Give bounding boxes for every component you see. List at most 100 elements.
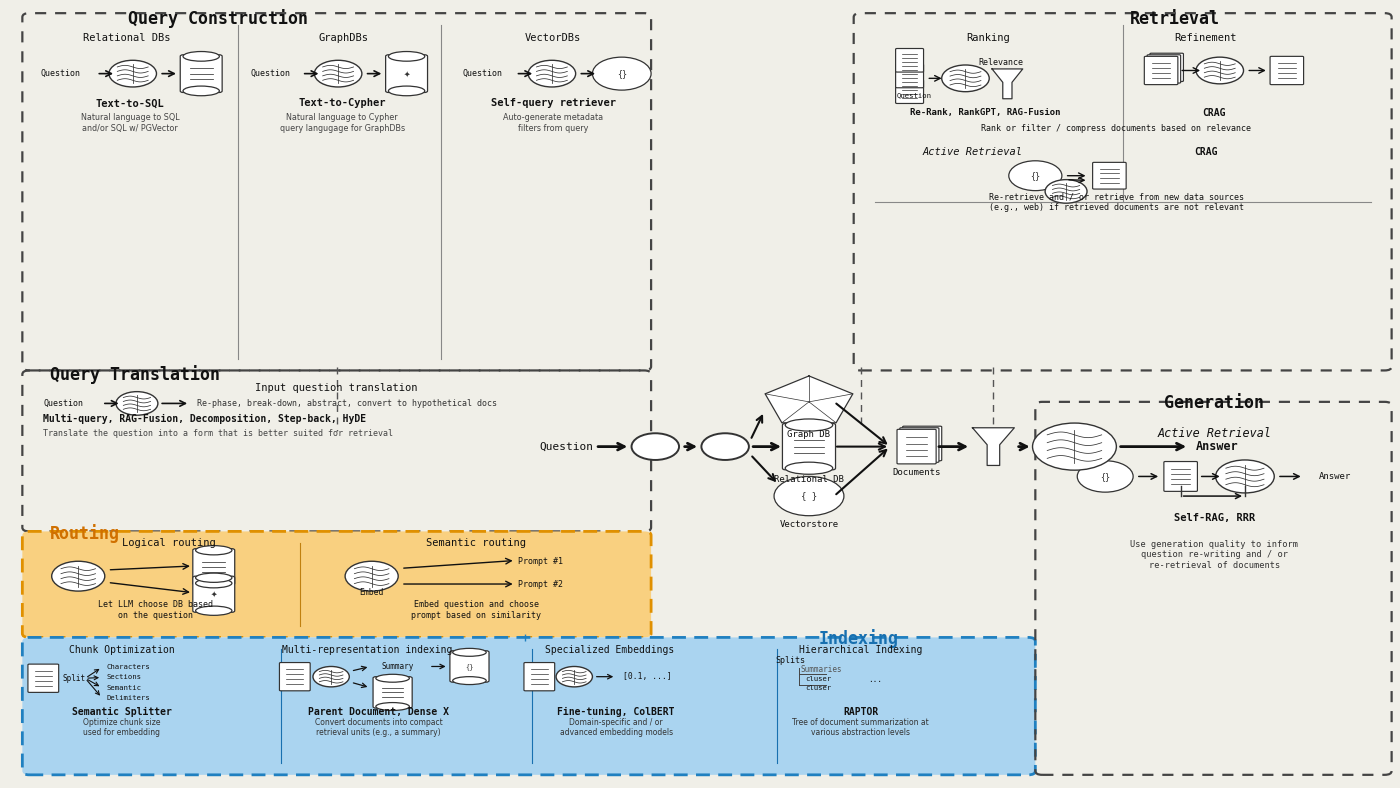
Text: Re-Rank, RankGPT, RAG-Fusion: Re-Rank, RankGPT, RAG-Fusion (910, 109, 1060, 117)
Text: Summary: Summary (381, 662, 414, 671)
FancyBboxPatch shape (385, 55, 427, 92)
Text: Question: Question (462, 69, 503, 78)
Text: Semantic Splitter: Semantic Splitter (71, 707, 171, 717)
Circle shape (109, 60, 157, 87)
Ellipse shape (785, 419, 833, 431)
Text: RAPTOR: RAPTOR (843, 707, 878, 717)
FancyBboxPatch shape (1163, 462, 1197, 492)
Text: Vectorstore: Vectorstore (780, 520, 839, 529)
Circle shape (52, 561, 105, 591)
Ellipse shape (183, 51, 220, 61)
Text: ✦: ✦ (210, 589, 217, 599)
Ellipse shape (196, 606, 232, 615)
Circle shape (942, 65, 990, 91)
Circle shape (528, 60, 575, 87)
Text: Translate the question into a form that is better suited for retrieval: Translate the question into a form that … (43, 429, 393, 438)
Text: Relational DB: Relational DB (774, 475, 844, 484)
Circle shape (701, 433, 749, 460)
Text: {}: {} (1100, 472, 1110, 481)
Ellipse shape (196, 545, 232, 555)
Text: ...: ... (868, 675, 882, 683)
Text: Question: Question (43, 399, 84, 408)
FancyBboxPatch shape (1270, 57, 1303, 84)
Text: Natural language to SQL
and/or SQL w/ PGVector: Natural language to SQL and/or SQL w/ PG… (81, 113, 179, 133)
Text: Text-to-SQL: Text-to-SQL (95, 98, 164, 109)
Text: Question: Question (897, 92, 932, 98)
Text: Use generation quality to inform
question re-writing and / or
re-retrieval of do: Use generation quality to inform questio… (1130, 540, 1298, 570)
Text: Rank or filter / compress documents based on relevance: Rank or filter / compress documents base… (981, 124, 1252, 133)
Text: {}: {} (617, 69, 627, 78)
FancyBboxPatch shape (193, 576, 235, 612)
FancyBboxPatch shape (896, 80, 924, 103)
Text: Semantic: Semantic (106, 685, 141, 690)
Ellipse shape (375, 703, 409, 711)
Text: GraphDBs: GraphDBs (319, 33, 368, 43)
Ellipse shape (183, 86, 220, 95)
Text: Re-phase, break-down, abstract, convert to hypothetical docs: Re-phase, break-down, abstract, convert … (197, 399, 497, 408)
Circle shape (314, 667, 349, 687)
Text: Hierarchical Indexing: Hierarchical Indexing (799, 645, 923, 655)
Text: cluser: cluser (805, 676, 832, 682)
FancyBboxPatch shape (28, 664, 59, 693)
Polygon shape (973, 428, 1015, 466)
Text: Natural language to Cypher
query langugage for GraphDBs: Natural language to Cypher query languga… (280, 113, 405, 133)
Text: cluser: cluser (805, 686, 832, 691)
Text: Embed: Embed (360, 588, 384, 597)
Circle shape (592, 58, 651, 90)
Text: { }: { } (801, 492, 818, 500)
Text: Convert documents into compact
retrieval units (e.g., a summary): Convert documents into compact retrieval… (315, 718, 442, 738)
Ellipse shape (196, 573, 232, 582)
Text: Documents: Documents (892, 468, 941, 477)
Ellipse shape (388, 86, 424, 95)
Circle shape (1033, 423, 1116, 470)
FancyBboxPatch shape (896, 64, 924, 87)
Text: Parent Document, Dense X: Parent Document, Dense X (308, 707, 449, 717)
Text: Active Retrieval: Active Retrieval (1158, 427, 1271, 440)
Text: Sections: Sections (106, 675, 141, 681)
Text: Text-to-Cypher: Text-to-Cypher (298, 98, 386, 109)
Text: Relational DBs: Relational DBs (84, 33, 171, 43)
Text: Let LLM choose DB based
on the question: Let LLM choose DB based on the question (98, 600, 213, 619)
FancyBboxPatch shape (524, 663, 554, 691)
FancyBboxPatch shape (896, 49, 924, 72)
Circle shape (315, 60, 361, 87)
Text: Graph DB: Graph DB (787, 430, 830, 440)
FancyBboxPatch shape (1149, 54, 1183, 81)
FancyBboxPatch shape (897, 429, 937, 464)
Ellipse shape (196, 578, 232, 588)
FancyBboxPatch shape (22, 637, 1036, 775)
Text: Optimize chunk size
used for embedding: Optimize chunk size used for embedding (83, 718, 160, 738)
Circle shape (346, 561, 398, 591)
FancyBboxPatch shape (449, 651, 489, 682)
FancyBboxPatch shape (372, 677, 412, 708)
Text: Question: Question (41, 69, 81, 78)
Text: Summaries: Summaries (801, 665, 843, 674)
Text: Specialized Embeddings: Specialized Embeddings (545, 645, 673, 655)
FancyBboxPatch shape (1147, 55, 1180, 83)
FancyBboxPatch shape (22, 531, 651, 637)
Text: Self-RAG, RRR: Self-RAG, RRR (1173, 513, 1254, 523)
Text: Question: Question (251, 69, 290, 78)
Circle shape (774, 477, 844, 515)
Text: Re-retrieve and / or retrieve from new data sources
(e.g., web) if retrieved doc: Re-retrieve and / or retrieve from new d… (988, 193, 1243, 212)
Text: Chunk Optimization: Chunk Optimization (69, 645, 175, 655)
Text: Query Translation: Query Translation (50, 365, 220, 384)
Text: {}: {} (1030, 171, 1040, 180)
Text: Answer: Answer (1196, 440, 1239, 453)
Ellipse shape (452, 677, 486, 685)
FancyBboxPatch shape (900, 428, 939, 463)
Circle shape (1215, 460, 1274, 493)
Circle shape (116, 392, 158, 415)
Circle shape (1196, 58, 1243, 84)
Text: Logical routing: Logical routing (122, 538, 216, 548)
FancyBboxPatch shape (1092, 162, 1126, 189)
Text: Refinement: Refinement (1175, 33, 1238, 43)
Text: Question: Question (539, 441, 594, 452)
FancyBboxPatch shape (280, 663, 311, 691)
Circle shape (1046, 180, 1086, 203)
Text: {}: {} (465, 663, 473, 670)
Text: Query Construction: Query Construction (127, 9, 308, 28)
Text: Active Retrieval: Active Retrieval (923, 147, 1022, 157)
Polygon shape (993, 69, 1023, 98)
Ellipse shape (785, 462, 833, 474)
